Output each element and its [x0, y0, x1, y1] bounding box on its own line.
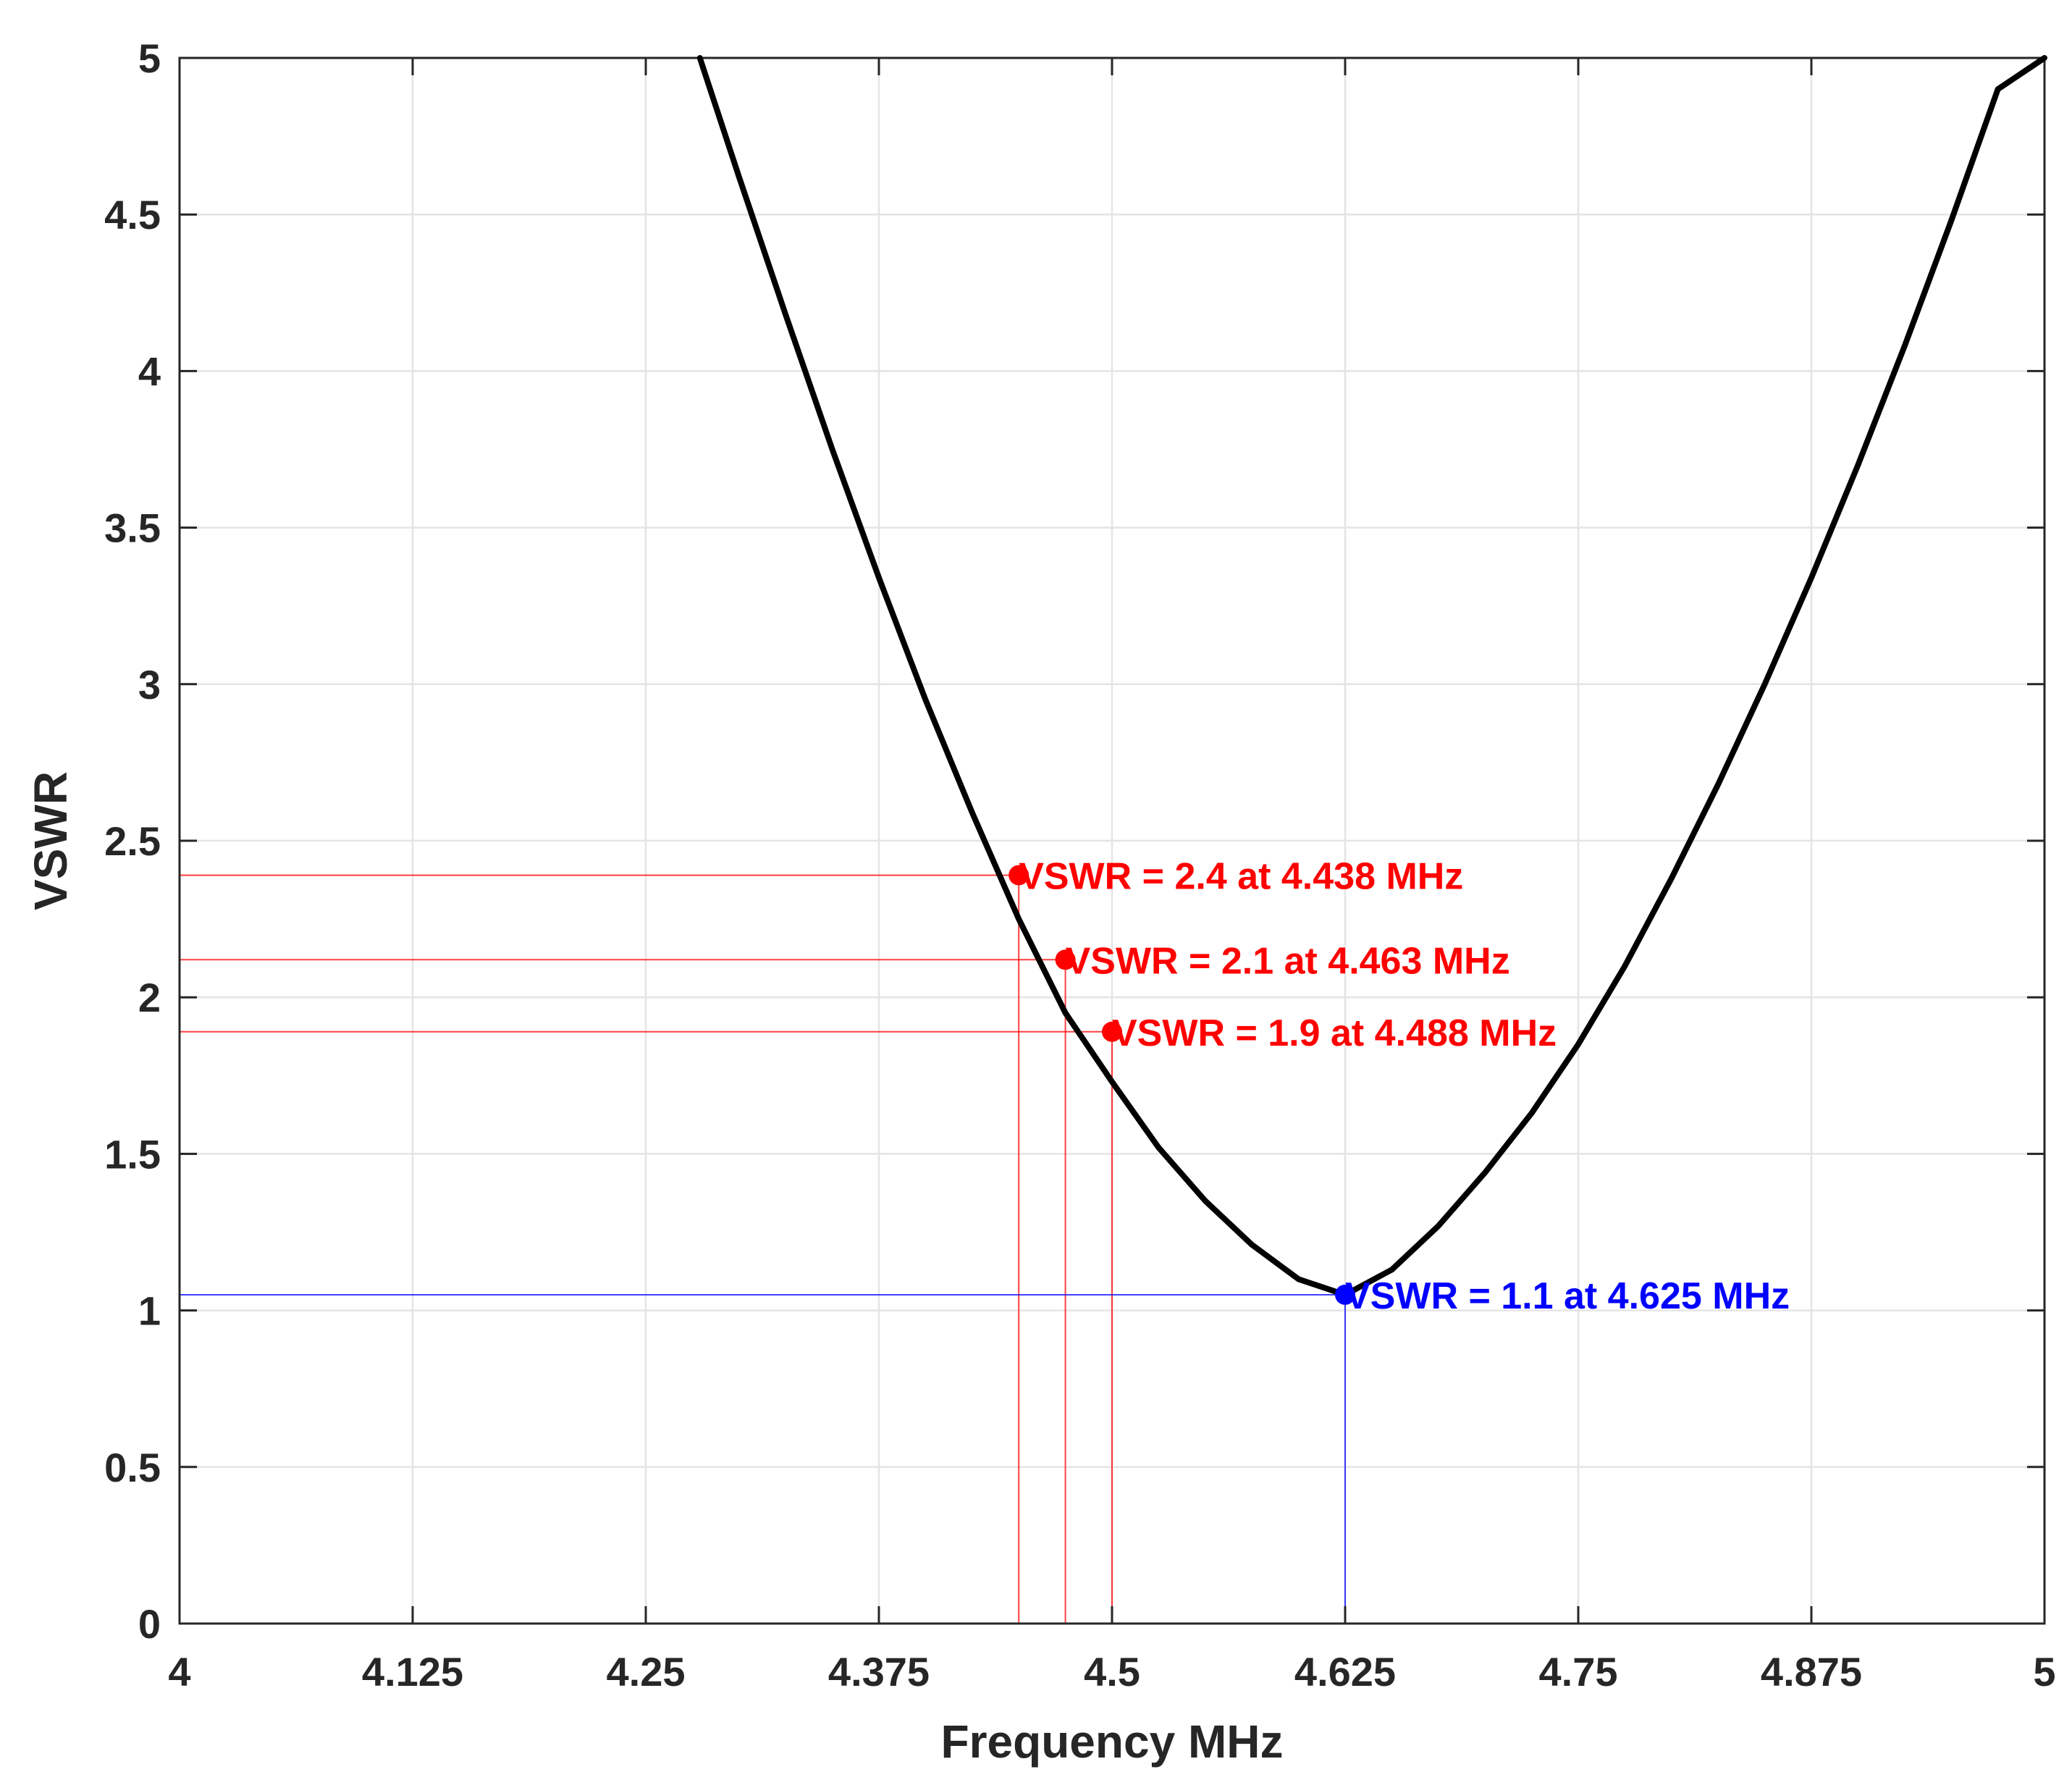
series-layer — [696, 55, 2047, 1298]
x-tick-label: 5 — [2033, 1649, 2055, 1695]
x-tick-label: 4.125 — [362, 1649, 463, 1695]
y-tick-label: 2.5 — [104, 818, 161, 864]
y-tick-labels: 0 0.5 1 1.5 2 2.5 3 3.5 4 4.5 5 — [104, 35, 161, 1647]
y-tick-label: 4.5 — [104, 192, 161, 238]
x-tick-label: 4.875 — [1761, 1649, 1862, 1695]
y-axis-title: VSWR — [25, 771, 77, 910]
y-tick-label: 1 — [138, 1288, 161, 1334]
x-tick-label: 4 — [168, 1649, 190, 1695]
x-tick-label: 4.25 — [607, 1649, 686, 1695]
y-tick-label: 1.5 — [104, 1131, 161, 1177]
vswr-series-line — [696, 55, 2047, 1298]
y-tick-label: 3.5 — [104, 505, 161, 551]
x-tick-label: 4.625 — [1294, 1649, 1396, 1695]
axis-ticks — [178, 56, 2046, 1625]
marker-label: VSWR = 1.1 at 4.625 MHz — [1345, 1275, 1790, 1317]
marker-label: VSWR = 2.4 at 4.438 MHz — [1019, 856, 1463, 898]
x-tick-label: 4.5 — [1084, 1649, 1140, 1695]
x-tick-label: 4.375 — [828, 1649, 930, 1695]
marker-label: VSWR = 2.1 at 4.463 MHz — [1066, 940, 1510, 982]
marker-point — [1335, 1284, 1355, 1305]
y-tick-label: 2 — [138, 975, 161, 1020]
y-tick-label: 0 — [138, 1601, 161, 1647]
y-tick-label: 5 — [138, 35, 161, 81]
x-tick-labels: 4 4.125 4.25 4.375 4.5 4.625 4.75 4.875 5 — [168, 1649, 2055, 1695]
marker-layer: VSWR = 2.4 at 4.438 MHz VSWR = 2.1 at 4.4… — [1008, 856, 1790, 1317]
marker-point — [1055, 949, 1076, 970]
marker-point — [1102, 1021, 1122, 1042]
marker-point — [1008, 865, 1029, 886]
y-tick-label: 0.5 — [104, 1445, 161, 1490]
x-axis-title: Frequency MHz — [941, 1716, 1284, 1768]
x-tick-label: 4.75 — [1539, 1649, 1618, 1695]
y-tick-label: 3 — [138, 662, 161, 707]
marker-label: VSWR = 1.9 at 4.488 MHz — [1112, 1012, 1557, 1054]
y-tick-label: 4 — [138, 348, 161, 394]
marker-guide-lines — [180, 874, 1346, 1624]
